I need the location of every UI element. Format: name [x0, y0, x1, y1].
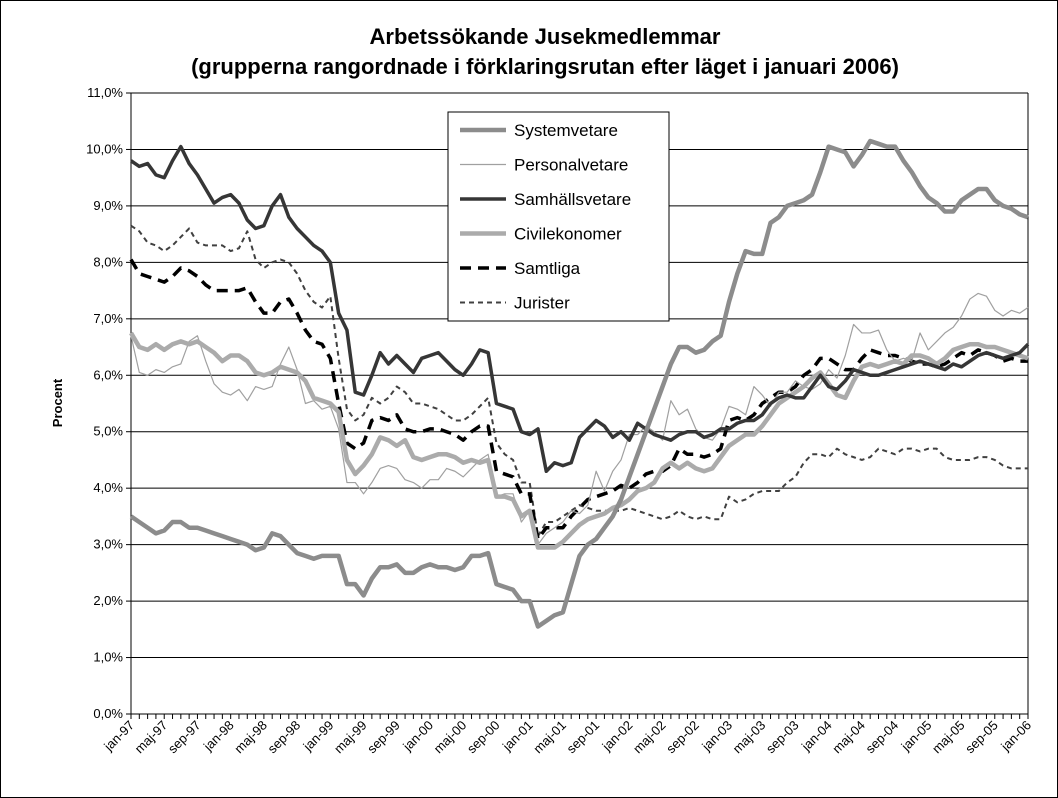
y-tick-label: 9,0% [93, 198, 123, 213]
series-line [130, 292, 1029, 546]
series-line [129, 258, 1028, 541]
y-tick-label: 7,0% [93, 311, 123, 326]
legend-label: Civilekonomer [514, 225, 622, 244]
y-tick-label: 11,0% [87, 85, 123, 100]
y-tick-label: 3,0% [93, 537, 123, 552]
y-tick-label: 4,0% [93, 480, 123, 495]
series-line [130, 144, 1030, 473]
y-tick-label: 10,0% [86, 141, 123, 156]
legend-label: Samtliga [514, 259, 581, 278]
y-tick-label: 1,0% [93, 650, 123, 665]
legend-label: Personalvetare [514, 156, 628, 175]
chart-subtitle: (grupperna rangordnade i förklaringsruta… [191, 54, 899, 79]
y-tick-label: 6,0% [93, 367, 123, 382]
legend-label: Systemvetare [514, 121, 618, 140]
y-tick-label: 8,0% [93, 254, 123, 269]
y-tick-label: 5,0% [93, 424, 123, 439]
legend-label: Samhällsvetare [514, 190, 631, 209]
series-line [130, 224, 1028, 538]
series-line [129, 331, 1029, 550]
y-tick-label: 2,0% [93, 593, 123, 608]
chart-title: Arbetssökande Jusekmedlemmar [370, 24, 721, 49]
series-line [129, 138, 1029, 629]
legend-label: Jurister [514, 294, 570, 313]
y-tick-label: 0,0% [93, 706, 123, 721]
y-axis-label: Procent [50, 378, 65, 427]
legend-box [447, 111, 670, 322]
